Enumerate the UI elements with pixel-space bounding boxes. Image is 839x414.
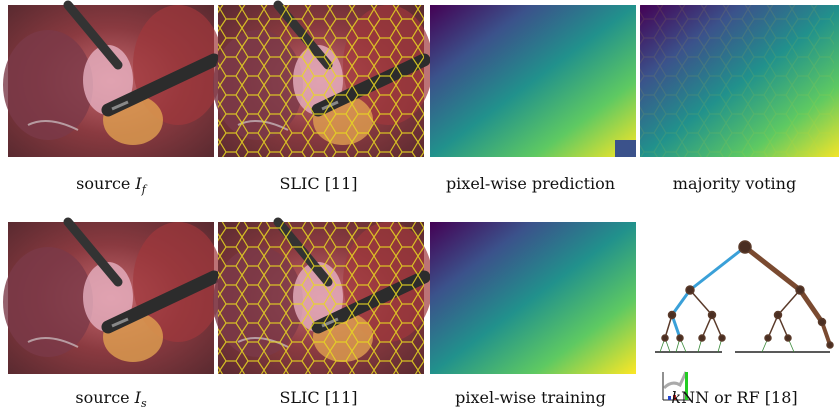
figure: source If SLIC [11] pixel-wise prediction ma…	[0, 0, 839, 414]
prediction-image	[430, 5, 636, 157]
panel-caption: source Is	[6, 388, 216, 407]
caption-text: k	[671, 388, 681, 407]
caption-text: f	[142, 183, 146, 196]
panel-caption: source If	[6, 174, 216, 193]
caption-text: source	[75, 388, 129, 407]
caption-text: majority voting	[673, 174, 796, 193]
panel-caption: SLIC [11]	[216, 174, 426, 193]
panel-caption: SLIC [11]	[216, 388, 426, 407]
figure-images	[0, 0, 839, 414]
panel-caption: pixel-wise prediction	[428, 174, 638, 193]
caption-text: pixel-wise prediction	[446, 174, 615, 193]
training-image	[430, 222, 636, 374]
caption-text: SLIC [11]	[279, 174, 357, 193]
caption-text: s	[141, 397, 147, 410]
source-image	[3, 5, 223, 157]
slic-image	[213, 222, 433, 374]
panel-caption: kNN or RF [18]	[632, 388, 839, 407]
caption-text: I	[135, 174, 141, 193]
caption-text: NN or RF [18]	[681, 388, 798, 407]
caption-text: source	[76, 174, 130, 193]
panel-caption: majority voting	[632, 174, 839, 193]
slic-image	[213, 5, 433, 157]
panel-caption: pixel-wise training	[428, 388, 638, 407]
caption-text: pixel-wise training	[455, 388, 606, 407]
caption-text: SLIC [11]	[279, 388, 357, 407]
tree-diagram	[655, 241, 833, 400]
caption-text: I	[135, 388, 141, 407]
source-image	[3, 222, 223, 374]
voting-image	[640, 5, 839, 157]
